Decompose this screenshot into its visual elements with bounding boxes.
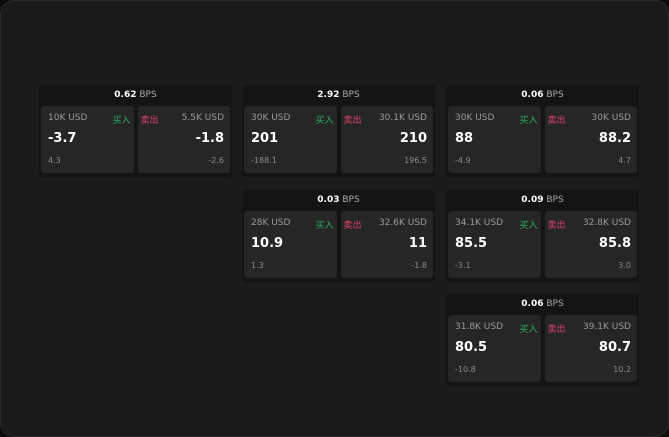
buy-change: 4.3 — [48, 156, 61, 165]
buy-panel[interactable]: 34.1K USD 买入 85.5 -3.1 — [448, 211, 541, 278]
buy-size: 34.1K USD — [455, 218, 504, 228]
buy-panel[interactable]: 31.8K USD 买入 80.5 -10.8 — [448, 315, 541, 382]
spread-header: 0.06 BPS — [446, 294, 639, 315]
sell-label: 卖出 — [343, 116, 362, 126]
buy-panel[interactable]: 28K USD 买入 10.9 1.3 — [244, 211, 337, 278]
buy-panel[interactable]: 30K USD 买入 201 -188.1 — [244, 106, 337, 173]
spread-unit: BPS — [342, 195, 360, 205]
buy-label: 买入 — [112, 116, 131, 126]
spread-value: 0.06 — [521, 299, 544, 309]
spread-header: 0.06 BPS — [446, 85, 639, 106]
spread-unit: BPS — [546, 90, 564, 100]
sell-label: 卖出 — [343, 221, 362, 231]
spread-value: 0.06 — [521, 90, 544, 100]
spread-header: 0.09 BPS — [446, 190, 639, 211]
buy-price: -3.7 — [48, 131, 77, 146]
quote-card: 2.92 BPS 30K USD 买入 201 -188.1 卖出 30.1K … — [242, 85, 435, 177]
quote-card: 0.62 BPS 10K USD 买入 -3.7 4.3 卖出 5.5K USD… — [39, 85, 232, 177]
buy-price: 10.9 — [251, 236, 284, 251]
sell-price: 210 — [399, 131, 427, 146]
sell-change: 10.2 — [613, 365, 631, 374]
sell-price: 88.2 — [598, 131, 631, 146]
spread-unit: BPS — [139, 90, 157, 100]
spread-value: 0.09 — [521, 195, 544, 205]
sell-price: -1.8 — [195, 131, 224, 146]
sell-label: 卖出 — [547, 116, 566, 126]
quote-card: 0.03 BPS 28K USD 买入 10.9 1.3 卖出 32.6K US… — [242, 190, 435, 282]
buy-size: 28K USD — [251, 218, 291, 228]
sell-change: 196.5 — [404, 156, 427, 165]
buy-panel[interactable]: 10K USD 买入 -3.7 4.3 — [41, 106, 134, 173]
sell-change: 4.7 — [618, 156, 631, 165]
sell-panel[interactable]: 卖出 30K USD 88.2 4.7 — [544, 106, 637, 173]
buy-price: 85.5 — [455, 236, 488, 251]
sell-panel[interactable]: 卖出 30.1K USD 210 196.5 — [340, 106, 433, 173]
buy-panel[interactable]: 30K USD 买入 88 -4.9 — [448, 106, 541, 173]
spread-value: 0.03 — [317, 195, 340, 205]
sell-label: 卖出 — [547, 325, 566, 335]
sell-label: 卖出 — [547, 221, 566, 231]
sell-size: 30K USD — [591, 113, 631, 123]
sell-change: 3.0 — [618, 261, 631, 270]
buy-change: 1.3 — [251, 261, 264, 270]
sell-price: 80.7 — [598, 340, 631, 355]
buy-price: 201 — [251, 131, 279, 146]
spread-unit: BPS — [546, 195, 564, 205]
buy-label: 买入 — [519, 325, 538, 335]
sell-size: 32.6K USD — [378, 218, 427, 228]
buy-size: 30K USD — [455, 113, 495, 123]
buy-label: 买入 — [519, 221, 538, 231]
sell-size: 32.8K USD — [582, 218, 631, 228]
buy-size: 10K USD — [48, 113, 88, 123]
buy-change: -4.9 — [455, 156, 471, 165]
buy-price: 88 — [455, 131, 474, 146]
spread-header: 0.62 BPS — [39, 85, 232, 106]
sell-panel[interactable]: 卖出 5.5K USD -1.8 -2.6 — [137, 106, 230, 173]
spread-unit: BPS — [546, 299, 564, 309]
spread-header: 0.03 BPS — [242, 190, 435, 211]
spread-unit: BPS — [342, 90, 360, 100]
spread-value: 2.92 — [317, 90, 340, 100]
buy-label: 买入 — [315, 116, 334, 126]
spread-value: 0.62 — [114, 90, 137, 100]
sell-size: 30.1K USD — [378, 113, 427, 123]
quote-card: 0.06 BPS 30K USD 买入 88 -4.9 卖出 30K USD 8… — [446, 85, 639, 177]
quote-card: 0.06 BPS 31.8K USD 买入 80.5 -10.8 卖出 39.1… — [446, 294, 639, 386]
buy-change: -10.8 — [455, 365, 476, 374]
sell-price: 85.8 — [598, 236, 631, 251]
sell-size: 5.5K USD — [181, 113, 224, 123]
buy-label: 买入 — [315, 221, 334, 231]
buy-change: -188.1 — [251, 156, 277, 165]
sell-size: 39.1K USD — [582, 322, 631, 332]
sell-panel[interactable]: 卖出 32.6K USD 11 -1.8 — [340, 211, 433, 278]
sell-panel[interactable]: 卖出 39.1K USD 80.7 10.2 — [544, 315, 637, 382]
buy-label: 买入 — [519, 116, 538, 126]
quote-card: 0.09 BPS 34.1K USD 买入 85.5 -3.1 卖出 32.8K… — [446, 190, 639, 282]
sell-panel[interactable]: 卖出 32.8K USD 85.8 3.0 — [544, 211, 637, 278]
buy-price: 80.5 — [455, 340, 488, 355]
buy-size: 30K USD — [251, 113, 291, 123]
spread-header: 2.92 BPS — [242, 85, 435, 106]
buy-size: 31.8K USD — [455, 322, 504, 332]
sell-price: 11 — [408, 236, 427, 251]
sell-label: 卖出 — [140, 116, 159, 126]
sell-change: -1.8 — [411, 261, 427, 270]
sell-change: -2.6 — [208, 156, 224, 165]
buy-change: -3.1 — [455, 261, 471, 270]
